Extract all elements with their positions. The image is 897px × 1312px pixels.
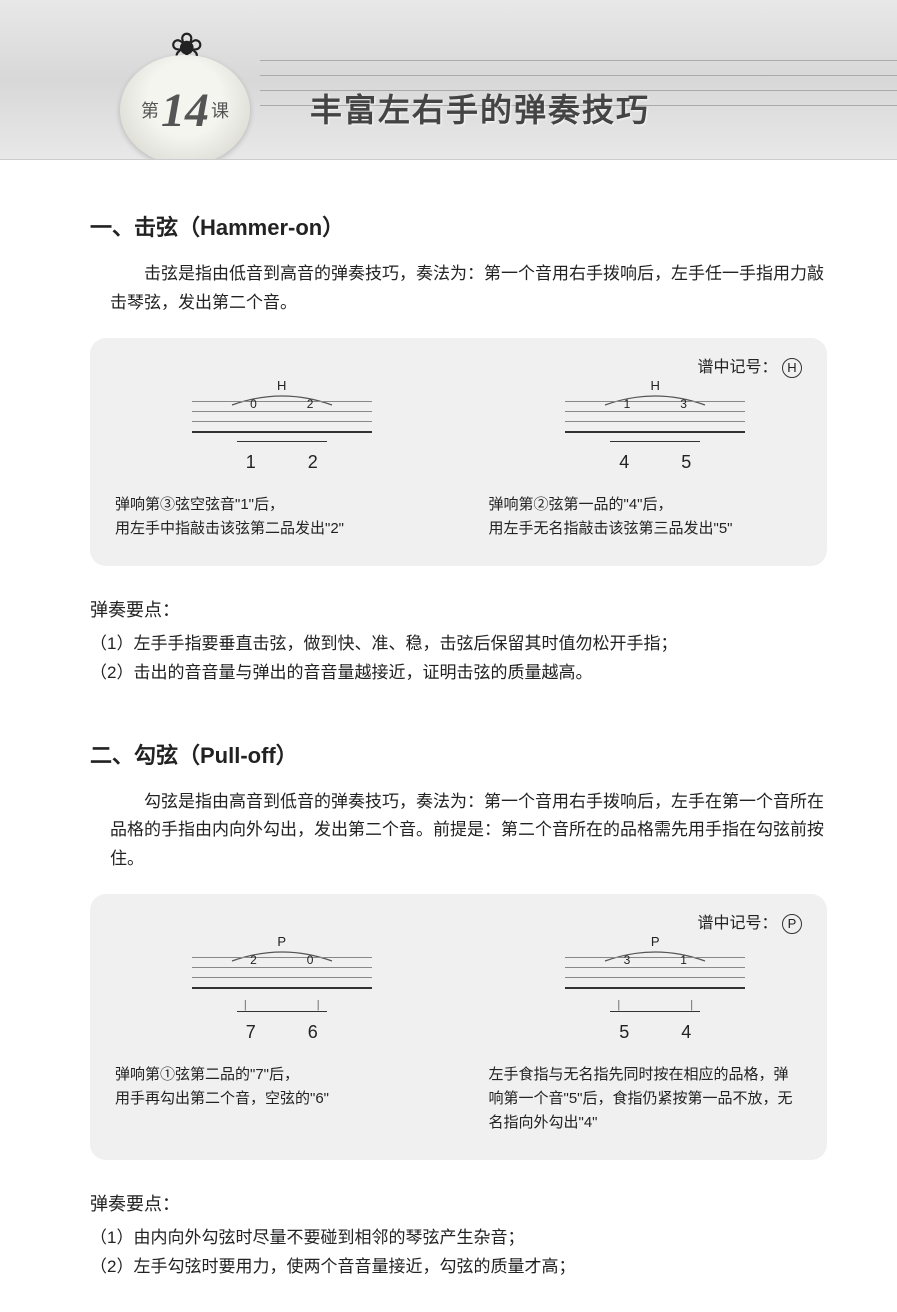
- note-from: 7: [246, 1022, 256, 1043]
- lesson-title: 丰富左右手的弹奏技巧: [310, 85, 650, 131]
- notation-symbol-p: P: [782, 914, 802, 934]
- fret-to: 1: [680, 953, 687, 967]
- note-to: 4: [681, 1022, 691, 1043]
- section1-right-caption: 弹响第②弦第一品的"4"后， 用左手无名指敲击该弦第三品发出"5": [489, 493, 803, 541]
- note-from: 1: [246, 452, 256, 473]
- section1-point2: （2）击出的音音量与弹出的音音量越接近，证明击弦的质量越高。: [90, 659, 827, 688]
- lesson-suffix: 课: [211, 97, 229, 123]
- section2-left-caption: 弹响第①弦第二品的"7"后， 用手再勾出第二个音，空弦的"6": [115, 1063, 429, 1111]
- section1-heading: 一、击弦（Hammer-on）: [90, 210, 827, 242]
- section2-right-diagram: P 3 1 || 5 4 左手食: [489, 924, 803, 1135]
- notation-prefix: 谱中记号：: [698, 359, 778, 376]
- fret-from: 0: [250, 397, 257, 411]
- section2-heading: 二、勾弦（Pull-off）: [90, 738, 827, 770]
- section2-point2: （2）左手勾弦时要用力，使两个音音量接近，勾弦的质量才高；: [90, 1253, 827, 1282]
- fret-from: 3: [624, 953, 631, 967]
- note-from: 4: [619, 452, 629, 473]
- note-to: 6: [308, 1022, 318, 1043]
- section1-points: （1）左手手指要垂直击弦，做到快、准、稳，击弦后保留其时值勿松开手指； （2）击…: [90, 630, 827, 688]
- arc-label-h: H: [155, 378, 409, 393]
- fret-from: 2: [250, 953, 257, 967]
- section1-right-diagram: H 1 3 4 5 弹响第②弦第一品的"4"后， 用: [489, 368, 803, 541]
- arc-label-h: H: [529, 378, 783, 393]
- section2-diagram-box: 谱中记号： P P 2 0 ||: [90, 894, 827, 1160]
- section1-point1: （1）左手手指要垂直击弦，做到快、准、稳，击弦后保留其时值勿松开手指；: [90, 630, 827, 659]
- note-to: 2: [308, 452, 318, 473]
- arc-label-p: P: [155, 934, 409, 949]
- section1-left-diagram: H 0 2 1 2 弹响第③弦空弦音"1"后， 用左: [115, 368, 429, 541]
- section2-notation-label: 谱中记号： P: [698, 909, 802, 934]
- section1-left-caption: 弹响第③弦空弦音"1"后， 用左手中指敲击该弦第二品发出"2": [115, 493, 429, 541]
- lesson-number-badge: 第 14 课: [120, 55, 250, 160]
- page-content: 一、击弦（Hammer-on） 击弦是指由低音到高音的弹奏技巧，奏法为：第一个音…: [0, 160, 897, 1312]
- notation-symbol-h: H: [782, 358, 802, 378]
- note-to: 5: [681, 452, 691, 473]
- section1-intro: 击弦是指由低音到高音的弹奏技巧，奏法为：第一个音用右手拨响后，左手任一手指用力敲…: [110, 260, 827, 318]
- lesson-header-banner: ❀ 第 14 课 丰富左右手的弹奏技巧: [0, 0, 897, 160]
- lesson-prefix: 第: [141, 97, 159, 123]
- section1-points-heading: 弹奏要点：: [90, 596, 827, 622]
- section2-points-heading: 弹奏要点：: [90, 1190, 827, 1216]
- section2-intro: 勾弦是指由高音到低音的弹奏技巧，奏法为：第一个音用右手拨响后，左手在第一个音所在…: [110, 788, 827, 875]
- section2-point1: （1）由内向外勾弦时尽量不要碰到相邻的琴弦产生杂音；: [90, 1224, 827, 1253]
- arc-label-p: P: [529, 934, 783, 949]
- fret-to: 3: [680, 397, 687, 411]
- section2-left-diagram: P 2 0 || 7 6 弹响第: [115, 924, 429, 1135]
- section2-points: （1）由内向外勾弦时尽量不要碰到相邻的琴弦产生杂音； （2）左手勾弦时要用力，使…: [90, 1224, 827, 1282]
- section1-notation-label: 谱中记号： H: [698, 353, 802, 378]
- section1-diagram-box: 谱中记号： H H 0 2 1: [90, 338, 827, 566]
- section2-right-caption: 左手食指与无名指先同时按在相应的品格，弹响第一个音"5"后，食指仍紧按第一品不放…: [489, 1063, 803, 1135]
- note-from: 5: [619, 1022, 629, 1043]
- lesson-number: 14: [161, 83, 209, 138]
- notation-prefix: 谱中记号：: [698, 915, 778, 932]
- fret-from: 1: [624, 397, 631, 411]
- fret-to: 2: [307, 397, 314, 411]
- fret-to: 0: [307, 953, 314, 967]
